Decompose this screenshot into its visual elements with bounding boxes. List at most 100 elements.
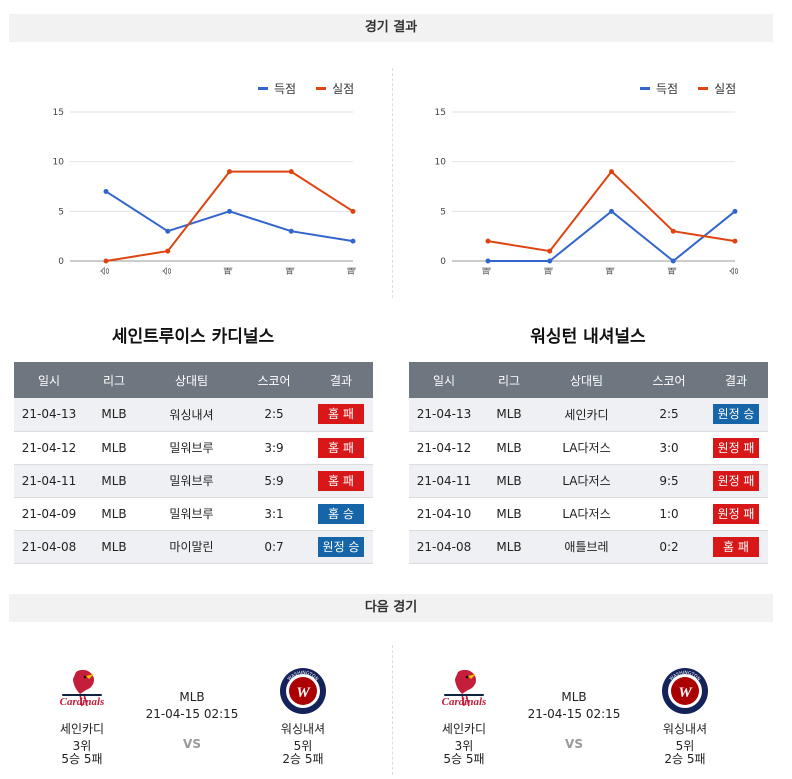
data-point[interactable]: [547, 258, 553, 264]
table-row: 21-04-11 MLB 밀워브루 5:9 홈 패: [14, 464, 373, 498]
result-badge: 홈 패: [713, 536, 759, 557]
cardinals-logo-icon: Cardinals: [56, 666, 106, 716]
y-tick-label: 5: [440, 207, 446, 217]
result-badge: 원정 패: [713, 470, 759, 491]
legend-scored: 득점: [640, 80, 678, 97]
next-game-section-header: 다음 경기: [9, 594, 773, 622]
date-cell: 21-04-13: [409, 398, 479, 432]
legend-conceded-swatch: [698, 87, 709, 90]
table-header-row: 일시 리그 상대팀 스코어 결과: [409, 362, 768, 398]
nationals-logo-icon: W WASHINGTON: [660, 666, 710, 716]
column-header: 결과: [704, 362, 768, 398]
date-cell: 21-04-08: [14, 530, 84, 564]
y-tick-label: 5: [58, 207, 64, 217]
legend-scored-label: 득점: [656, 82, 679, 96]
legend-conceded: 실점: [316, 80, 354, 97]
y-tick-label: 0: [58, 257, 64, 267]
home-team-name: 세인카디: [441, 722, 487, 736]
series-line-scored: [105, 190, 354, 243]
data-point[interactable]: [288, 228, 294, 234]
table-row: 21-04-13 MLB 워싱내셔 2:5 홈 패: [14, 398, 373, 432]
data-point[interactable]: [165, 228, 171, 234]
result-cell: 원정 승: [309, 530, 373, 564]
date-cell: 21-04-13: [14, 398, 84, 432]
score-cell: 3:9: [239, 431, 309, 465]
result-cell: 원정 승: [704, 398, 768, 432]
result-cell: 홈 패: [704, 530, 768, 564]
opponent-cell: 워싱내셔: [144, 398, 239, 432]
x-tick-label: 패: [285, 267, 296, 275]
column-header: 리그: [84, 362, 144, 398]
next-game-card[interactable]: Cardinals 세인카디 3위 5승 5패 MLB 21-04-15 02:…: [382, 660, 762, 770]
vs-label: VS: [565, 737, 583, 751]
result-badge: 홈 패: [318, 404, 364, 425]
opponent-cell: 밀워브루: [144, 497, 239, 531]
data-point[interactable]: [103, 188, 109, 194]
data-point[interactable]: [165, 248, 171, 254]
result-badge: 원정 패: [713, 503, 759, 524]
score-cell: 9:5: [634, 464, 704, 498]
data-point[interactable]: [350, 208, 356, 214]
x-tick-label: 승: [729, 267, 740, 275]
result-badge: 홈 패: [318, 437, 364, 458]
y-tick-label: 15: [53, 108, 64, 118]
chart-divider: [392, 68, 393, 298]
score-cell: 2:5: [634, 398, 704, 432]
column-header: 리그: [479, 362, 539, 398]
table-row: 21-04-10 MLB LA다저스 1:0 원정 패: [409, 497, 768, 531]
chart-legend: 득점 실점: [258, 80, 354, 97]
svg-text:Cardinals: Cardinals: [60, 696, 105, 708]
data-point[interactable]: [227, 169, 232, 175]
x-tick-label: 승: [162, 267, 173, 275]
data-point[interactable]: [732, 238, 738, 244]
opponent-cell: 마이말린: [144, 530, 239, 564]
legend-conceded: 실점: [698, 80, 736, 97]
date-cell: 21-04-12: [409, 431, 479, 465]
opponent-cell: 세인카디: [539, 398, 634, 432]
score-cell: 3:0: [634, 431, 704, 465]
league-cell: MLB: [479, 398, 539, 432]
cardinals-logo-icon: Cardinals: [438, 666, 488, 716]
result-cell: 홈 패: [309, 431, 373, 465]
data-point[interactable]: [670, 258, 676, 264]
away-team-name: 워싱내셔: [280, 722, 326, 736]
opponent-cell: LA다저스: [539, 464, 634, 498]
league-cell: MLB: [479, 464, 539, 498]
data-point[interactable]: [227, 208, 232, 214]
data-point[interactable]: [547, 248, 553, 254]
data-point[interactable]: [288, 169, 294, 175]
data-point[interactable]: [732, 208, 738, 214]
legend-scored: 득점: [258, 80, 296, 97]
data-point[interactable]: [485, 238, 491, 244]
next-game-card[interactable]: Cardinals 세인카디 3위 5승 5패 MLB 21-04-15 02:…: [0, 660, 380, 770]
home-team-name: 세인카디: [59, 722, 105, 736]
data-point[interactable]: [670, 228, 676, 234]
league-cell: MLB: [84, 497, 144, 531]
result-cell: 원정 패: [704, 497, 768, 531]
result-badge: 홈 승: [318, 503, 364, 524]
result-cell: 홈 패: [309, 398, 373, 432]
chart-nationals: 득점 실점 0 5 10 15 패 패 패 패 승: [422, 72, 752, 292]
x-tick-label: 패: [606, 267, 617, 275]
column-header: 상대팀: [539, 362, 634, 398]
date-cell: 21-04-12: [14, 431, 84, 465]
data-point[interactable]: [609, 208, 614, 214]
data-point[interactable]: [350, 238, 356, 244]
result-badge: 홈 패: [318, 470, 364, 491]
result-cell: 원정 패: [704, 431, 768, 465]
legend-conceded-label: 실점: [714, 82, 737, 96]
league-cell: MLB: [84, 464, 144, 498]
data-point[interactable]: [609, 169, 614, 175]
team-title-cardinals: 세인트루이스 카디널스: [111, 327, 275, 347]
away-team-rank: 5위: [293, 739, 313, 753]
data-point[interactable]: [103, 258, 109, 264]
score-cell: 1:0: [634, 497, 704, 531]
data-point[interactable]: [485, 258, 491, 264]
legend-scored-label: 득점: [274, 82, 297, 96]
opponent-cell: LA다저스: [539, 497, 634, 531]
table-row: 21-04-12 MLB LA다저스 3:0 원정 패: [409, 431, 768, 465]
away-team-record: 2승 5패: [664, 752, 706, 766]
score-cell: 5:9: [239, 464, 309, 498]
opponent-cell: LA다저스: [539, 431, 634, 465]
legend-scored-swatch: [258, 87, 268, 90]
